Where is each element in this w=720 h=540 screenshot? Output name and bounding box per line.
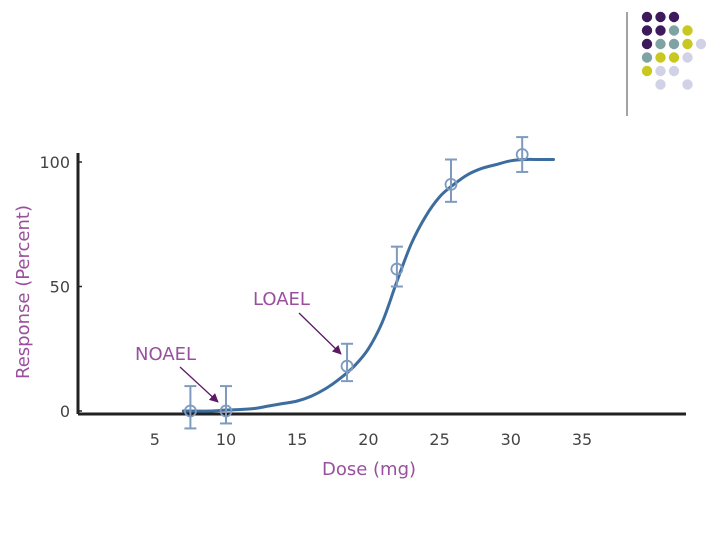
- y-tick-label: 50: [50, 278, 70, 297]
- pattern-dot: [655, 79, 666, 90]
- data-point: [390, 245, 404, 288]
- pattern-dot: [668, 11, 680, 23]
- pattern-dot: [641, 38, 653, 50]
- data-point-marker: [340, 359, 354, 373]
- pattern-dot: [655, 11, 666, 23]
- pattern-dot: [668, 52, 680, 63]
- x-tick-label: 35: [572, 430, 592, 449]
- x-tick-label: 5: [150, 430, 160, 449]
- pattern-dot: [655, 65, 666, 77]
- pattern-dot: [695, 38, 707, 50]
- annotation-arrow: [179, 366, 219, 403]
- x-tick-label: 25: [429, 430, 449, 449]
- annotation-loael: LOAEL: [253, 289, 310, 310]
- data-point-marker: [390, 262, 404, 276]
- pattern-dot: [641, 25, 653, 36]
- x-tick-label: 15: [287, 430, 307, 449]
- pattern-dot: [655, 38, 666, 50]
- x-tick-label: 10: [216, 430, 236, 449]
- x-axis-title: Dose (mg): [322, 459, 416, 480]
- data-point: [515, 136, 529, 173]
- response-curve: [181, 157, 555, 413]
- annotation-arrow: [298, 312, 342, 355]
- pattern-dot: [682, 38, 693, 50]
- annotation-noael: NOAEL: [135, 344, 196, 365]
- y-tick-label: 0: [60, 402, 70, 421]
- data-point: [219, 385, 233, 425]
- data-point-marker: [219, 404, 233, 418]
- data-point: [340, 342, 354, 383]
- pattern-dot: [655, 25, 666, 36]
- pattern-dot: [668, 38, 680, 50]
- pattern-dot: [682, 79, 693, 90]
- pattern-dot: [655, 52, 666, 63]
- data-point: [444, 158, 458, 203]
- data-point-marker: [444, 178, 458, 191]
- pattern-dot: [641, 11, 653, 23]
- pattern-dot: [668, 65, 680, 77]
- pattern-dot: [682, 25, 693, 36]
- y-axis-title: Response (Percent): [13, 205, 34, 379]
- x-tick-label: 30: [501, 430, 521, 449]
- pattern-dot: [641, 65, 653, 77]
- y-tick-label: 100: [39, 153, 70, 172]
- x-tick-label: 20: [358, 430, 378, 449]
- pattern-dot: [641, 52, 653, 63]
- data-point-marker: [183, 404, 197, 418]
- pattern-dot: [682, 52, 693, 63]
- pattern-dot: [668, 25, 680, 36]
- data-point: [183, 385, 197, 430]
- data-point-marker: [515, 148, 529, 161]
